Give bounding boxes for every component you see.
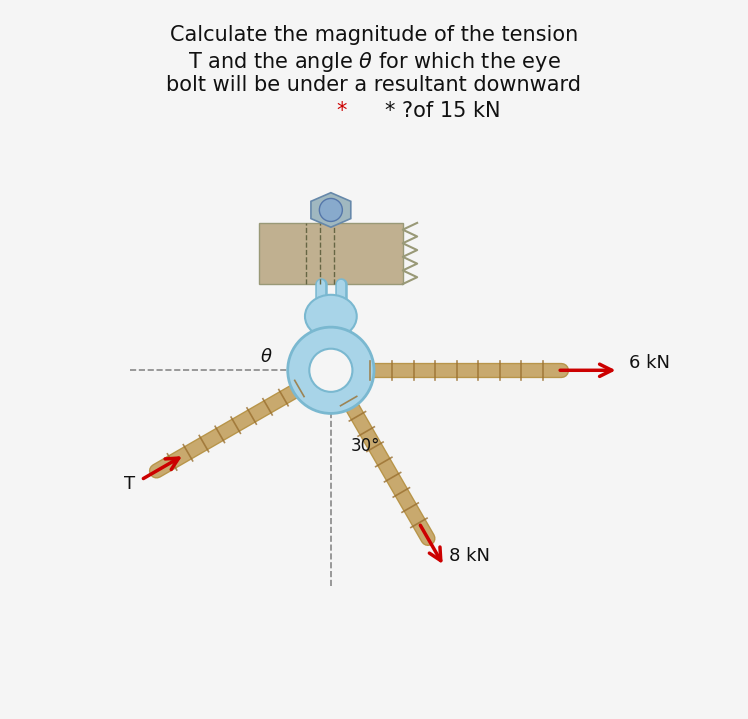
Text: * ?of 15 kN: * ?of 15 kN bbox=[384, 101, 500, 121]
Text: 30°: 30° bbox=[351, 436, 381, 455]
Text: 8 kN: 8 kN bbox=[450, 547, 491, 565]
Polygon shape bbox=[259, 223, 402, 284]
Text: 6 kN: 6 kN bbox=[629, 354, 670, 372]
Text: Calculate the magnitude of the tension: Calculate the magnitude of the tension bbox=[170, 25, 578, 45]
Circle shape bbox=[319, 198, 343, 221]
Circle shape bbox=[309, 349, 352, 392]
Text: T: T bbox=[123, 475, 135, 493]
Polygon shape bbox=[311, 193, 351, 227]
Circle shape bbox=[288, 327, 374, 413]
Ellipse shape bbox=[305, 295, 357, 338]
Text: *: * bbox=[337, 101, 347, 121]
Text: θ: θ bbox=[260, 348, 272, 367]
Text: T and the angle $\theta$ for which the eye: T and the angle $\theta$ for which the e… bbox=[188, 50, 560, 74]
Text: bolt will be under a resultant downward: bolt will be under a resultant downward bbox=[167, 75, 581, 96]
